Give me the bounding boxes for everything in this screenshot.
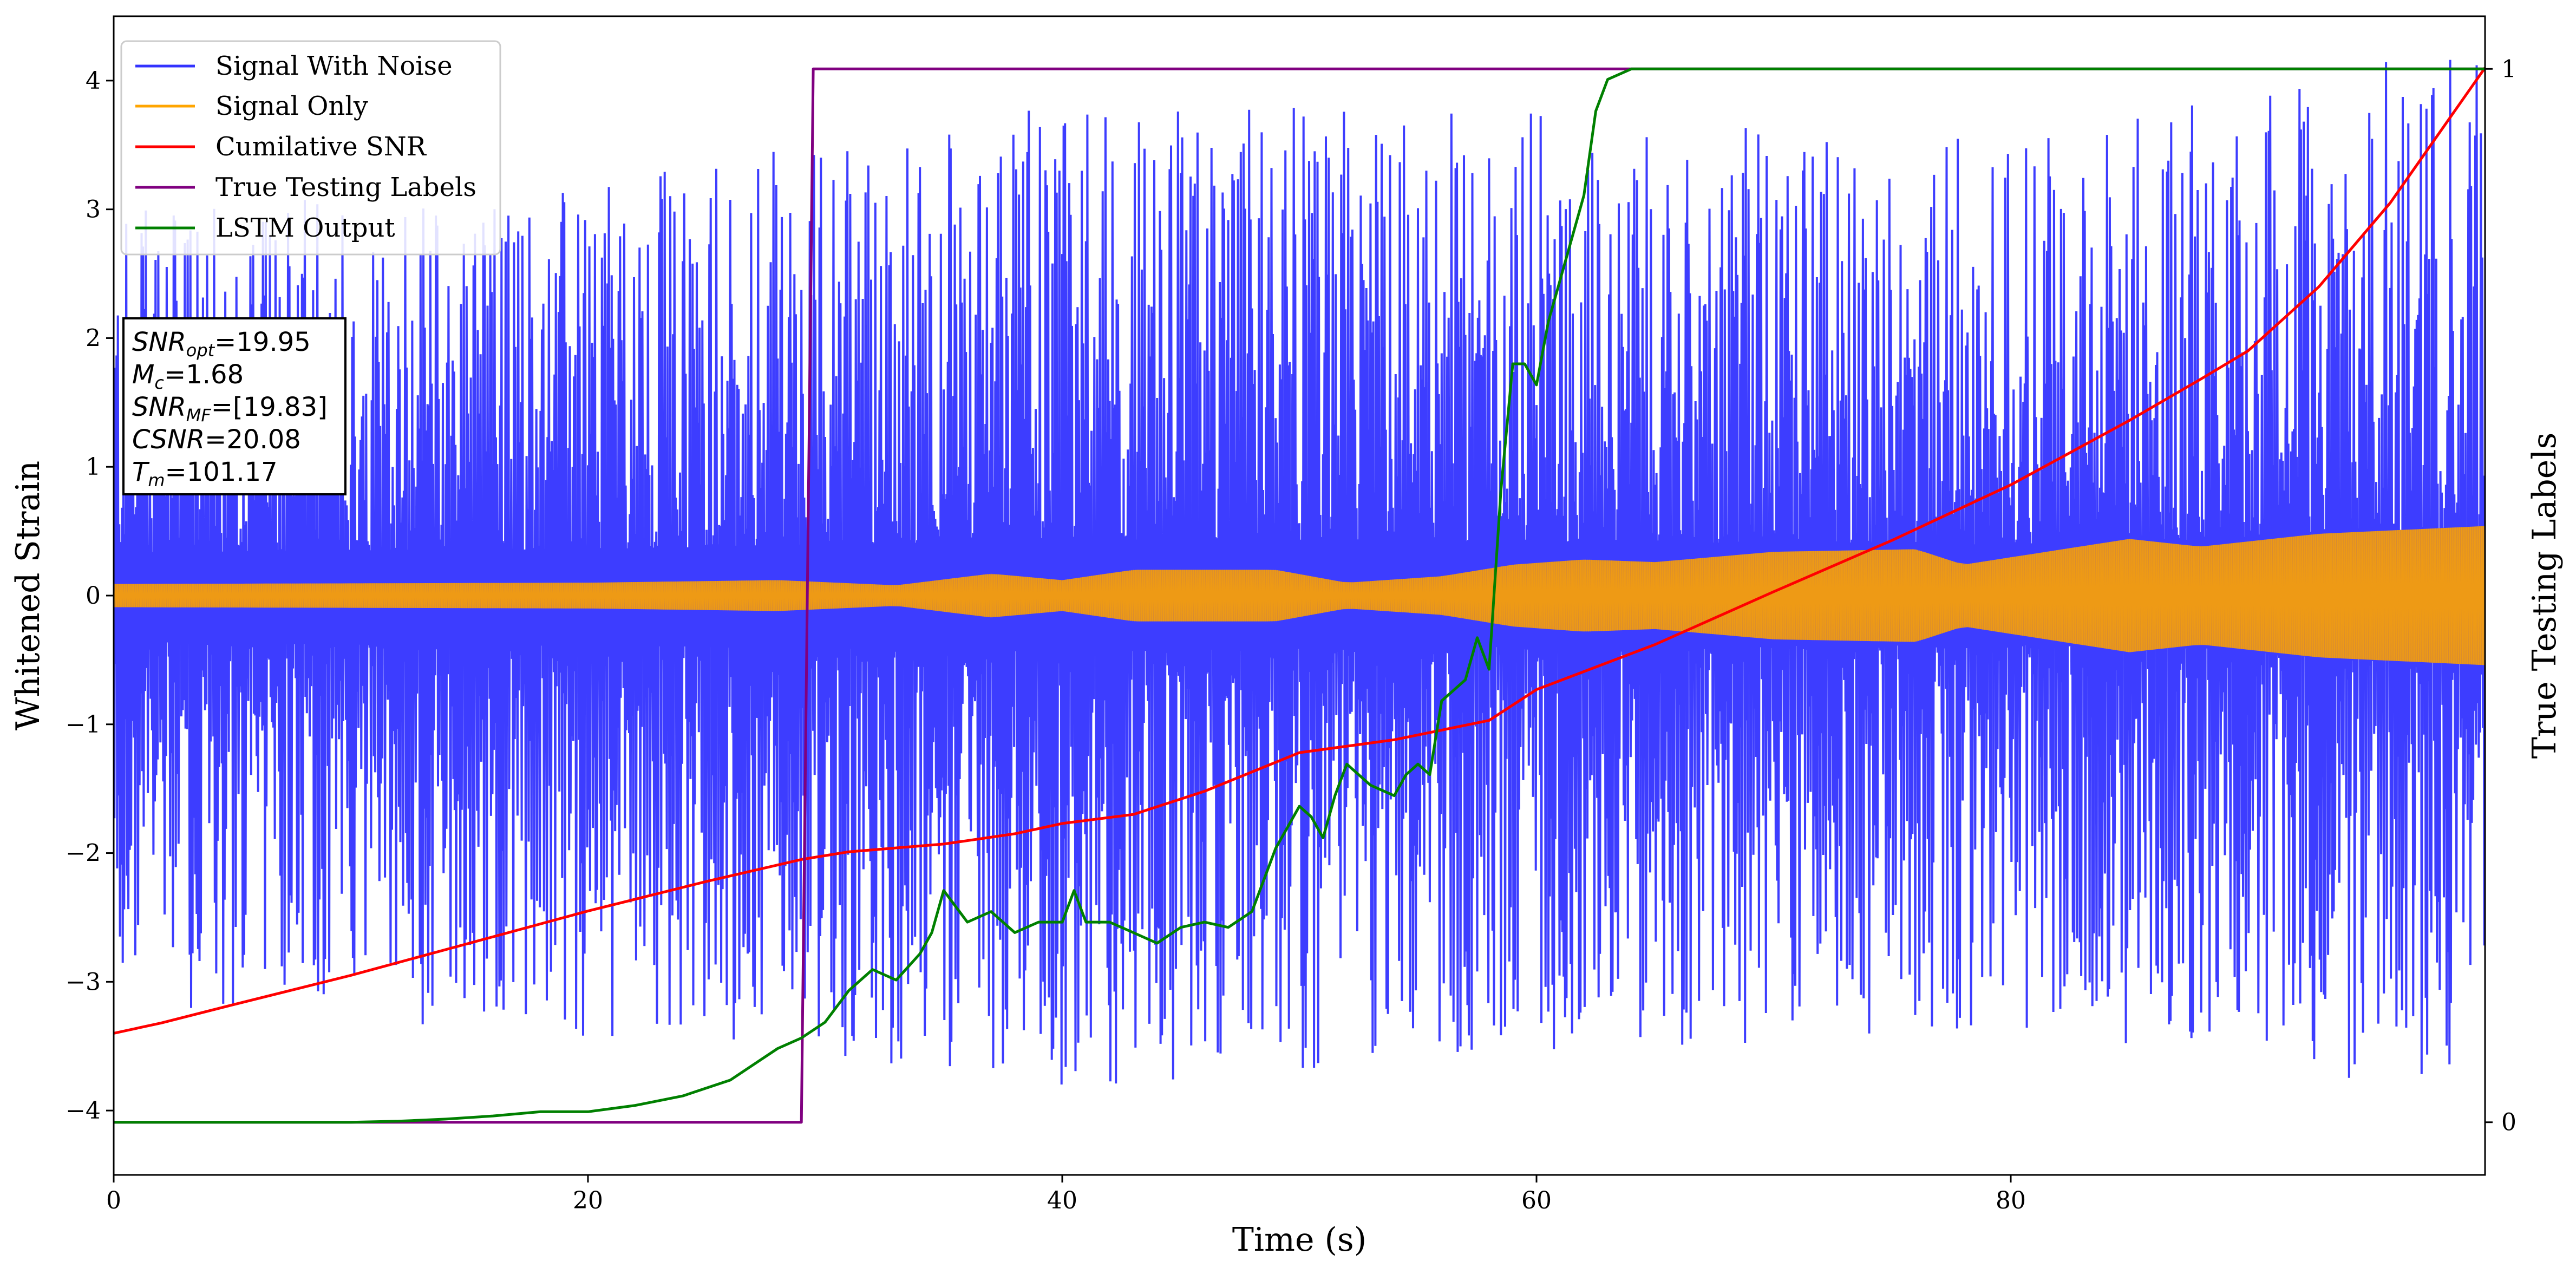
y-tick-label: 2 [86, 324, 101, 352]
info-line: SNRMF=[19.83] [132, 392, 328, 426]
x-axis-title: Time (s) [1232, 1221, 1367, 1259]
y2-axis-title: True Testing Labels [2526, 433, 2564, 759]
lstm-output-line [114, 67, 2485, 1124]
y-tick-label: −2 [66, 840, 101, 867]
legend: Signal With Noise Signal Only Cumilative… [120, 40, 501, 256]
legend-label-lstm-output: LSTM Output [215, 213, 395, 243]
y-tick-label: 3 [86, 196, 101, 224]
info-line: Tm=101.17 [132, 457, 278, 491]
x-tick-label: 0 [106, 1187, 121, 1214]
y-axis-title: Whitened Strain [9, 461, 47, 730]
x-tick-label: 60 [1521, 1187, 1552, 1214]
info-line: Mc=1.68 [132, 360, 244, 393]
info-line: CSNR=20.08 [132, 424, 301, 455]
y-tick-label: 4 [86, 67, 101, 95]
x-tick-label: 80 [1996, 1187, 2026, 1214]
y-tick-label: −3 [66, 968, 101, 996]
legend-frame [120, 40, 501, 256]
legend-label-signal-only: Signal Only [215, 91, 368, 121]
legend-label-true-testing-labels: True Testing Labels [215, 172, 476, 202]
signal-only-series [114, 526, 2485, 665]
info-box-frame [122, 317, 346, 495]
x-tick-label: 20 [573, 1187, 603, 1214]
signal-only-line [114, 526, 2485, 665]
y-tick-label: 1 [86, 453, 101, 481]
legend-label-signal-with-noise: Signal With Noise [215, 51, 453, 81]
y2-tick-label: 0 [2501, 1109, 2516, 1136]
plot-area [114, 60, 2485, 1124]
y-tick-label: −1 [66, 711, 101, 739]
y-tick-label: 0 [86, 582, 101, 610]
x-tick-label: 40 [1047, 1187, 1077, 1214]
info-line: SNRopt=19.95 [132, 327, 311, 361]
line-series [114, 67, 2485, 1124]
y-tick-label: −4 [66, 1097, 101, 1125]
info-box: SNRopt=19.95Mc=1.68SNRMF=[19.83]CSNR=20.… [122, 317, 346, 495]
y2-tick-label: 1 [2501, 55, 2516, 83]
legend-label-cumilative-snr: Cumilative SNR [215, 132, 427, 162]
cumilative-snr-line [114, 67, 2485, 1035]
